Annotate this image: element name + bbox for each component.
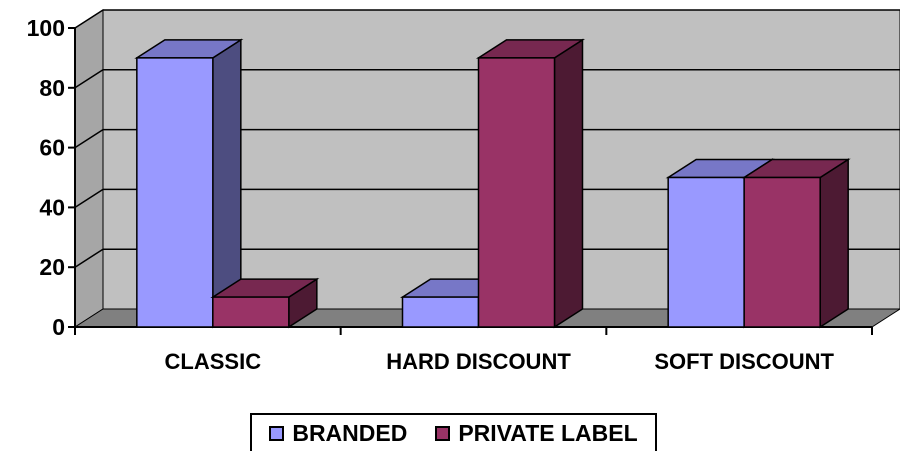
y-tick-label-40: 40 <box>39 194 65 220</box>
x-tick-label-hard-discount: HARD DISCOUNT <box>386 349 571 374</box>
gridline-60 <box>74 128 900 149</box>
y-tick-label-0: 0 <box>52 314 65 340</box>
y-tick-label-60: 60 <box>39 135 65 161</box>
y-tick-label-80: 80 <box>39 75 65 101</box>
legend-swatch-branded <box>269 425 285 441</box>
bar-front <box>212 296 290 328</box>
bar-branded-classic <box>134 38 244 329</box>
bar-front <box>667 176 745 328</box>
x-tick-label-soft-discount: SOFT DISCOUNT <box>654 349 834 374</box>
legend-label-private-label: PRIVATE LABEL <box>458 419 638 446</box>
gridline-80 <box>74 69 900 89</box>
legend-label-branded: BRANDED <box>292 419 408 446</box>
gridline-100 <box>74 9 900 29</box>
bar-front <box>743 176 821 328</box>
bar-private-label-classic <box>210 277 320 329</box>
y-tick-label-100: 100 <box>27 15 65 41</box>
y-axis-tick-labels: 0 20 40 60 80 100 <box>27 15 65 340</box>
y-tick-label-20: 20 <box>39 254 65 280</box>
gridline-20 <box>74 248 900 268</box>
bar-side <box>819 158 849 329</box>
bar-private-label-hard-discount <box>475 38 586 329</box>
bar-front <box>477 57 556 328</box>
legend: BRANDED PRIVATE LABEL <box>250 413 657 451</box>
legend-item-branded: BRANDED <box>269 420 407 447</box>
legend-item-private-label: PRIVATE LABEL <box>435 419 638 447</box>
bar-private-label-soft-discount <box>741 158 851 329</box>
chart-side-wall <box>74 9 104 328</box>
bar-front <box>401 296 480 328</box>
legend-swatch-private-label <box>435 425 451 441</box>
x-tick-label-classic: CLASSIC <box>165 349 262 374</box>
bars <box>134 38 851 329</box>
bar-side <box>553 38 584 329</box>
gridlines <box>74 9 900 268</box>
gridline-40 <box>74 188 900 209</box>
x-axis-tick-labels: CLASSIC HARD DISCOUNT SOFT DISCOUNT <box>165 349 835 374</box>
bar-front <box>136 57 214 328</box>
